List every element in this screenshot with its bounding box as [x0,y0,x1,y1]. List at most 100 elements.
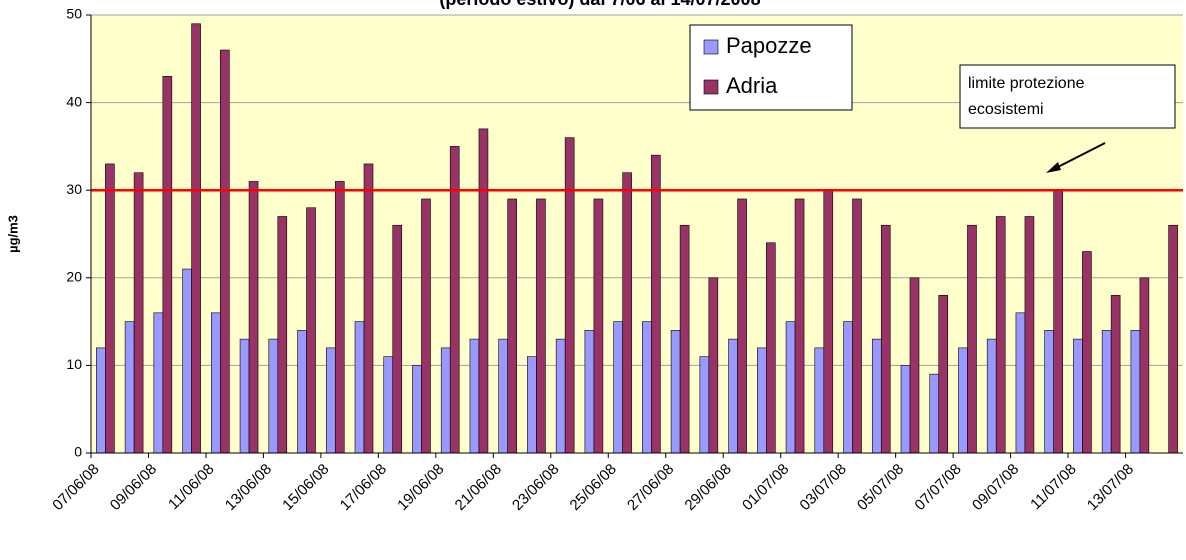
bar [1101,330,1112,454]
bar [871,338,882,454]
bar [555,338,566,454]
bar [794,198,805,454]
y-axis-label: µg/m3 [5,215,20,253]
bar [814,347,825,454]
bar [670,330,681,454]
bar [297,330,307,454]
bar [211,312,221,454]
bar [967,224,977,454]
bar [958,347,968,454]
x-tick-label: 13/06/08 [222,461,275,514]
bar [651,154,661,454]
x-tick-label: 19/06/08 [394,461,447,514]
bar [268,338,279,454]
bar [986,338,997,454]
bar [124,321,135,454]
bar [239,338,250,454]
bar [412,365,422,454]
bar [880,224,891,454]
bar [248,181,259,454]
bar [852,198,862,454]
bar [306,207,316,454]
bar [929,373,940,454]
bar [785,321,796,454]
bar [96,347,106,454]
bar [220,49,230,454]
bar [1110,295,1121,454]
bar [938,295,949,454]
bar [325,347,336,454]
bar [1015,312,1026,454]
bar [1130,330,1141,454]
x-tick-label: 23/06/08 [509,461,562,514]
y-tick-label: 0 [74,444,82,460]
legend-swatch [703,79,719,95]
x-tick-label: 07/07/08 [911,461,964,514]
x-tick-label: 05/07/08 [854,461,907,514]
bar [995,216,1006,454]
legend-label: Adria [726,73,778,98]
bar [105,163,115,454]
bar [182,268,192,454]
y-tick-label: 50 [66,6,82,22]
bar [1139,277,1150,454]
x-tick-label: 17/06/08 [337,461,390,514]
bar [133,172,144,454]
annotation-text: ecosistemi [968,101,1044,118]
annotation-arrowhead [1046,162,1061,173]
bar [843,321,853,454]
bar [1082,251,1092,454]
bar [699,356,710,454]
bar [708,277,719,454]
bar [469,338,480,454]
bar [613,321,623,454]
x-tick-label: 09/07/08 [969,461,1022,514]
bar [527,356,537,454]
bar [593,198,604,454]
bar [642,321,652,454]
bar [153,312,164,454]
bar [1044,330,1054,454]
bar [440,347,451,454]
bar [757,347,767,454]
x-tick-label: 11/07/08 [1027,461,1080,514]
x-tick-label: 29/06/08 [682,461,735,514]
bar [536,198,546,454]
bar [363,163,374,454]
x-tick-label: 15/06/08 [279,461,332,514]
bar [728,338,738,454]
bar [277,216,288,454]
bar [622,172,632,454]
annotation-arrow [1051,142,1106,171]
y-tick-label: 40 [66,93,82,109]
x-tick-label: 07/06/08 [49,461,102,514]
bar [449,146,460,454]
y-tick-label: 20 [66,269,82,285]
bar [383,356,394,454]
legend-box [689,24,853,111]
bar [1073,338,1083,454]
annotation-text: limite protezione [968,75,1085,92]
bar [191,23,201,454]
bar [737,198,747,454]
bar [679,224,690,454]
bar [766,242,776,454]
bar [823,189,834,454]
bar [584,330,595,454]
x-tick-label: 01/07/08 [739,461,792,514]
bar [507,198,517,454]
y-tick-label: 30 [66,181,82,197]
bar [421,198,431,454]
bar [909,277,920,454]
x-tick-label: 09/06/08 [107,461,160,514]
bar [478,128,489,454]
bar [1168,224,1178,454]
x-tick-label: 25/06/08 [567,461,620,514]
bar [1053,189,1063,454]
x-tick-label: 13/07/08 [1084,461,1137,514]
bar [162,76,173,454]
x-tick-label: 11/06/08 [165,461,218,514]
bar [334,181,345,454]
x-tick-label: 21/06/08 [452,461,505,514]
